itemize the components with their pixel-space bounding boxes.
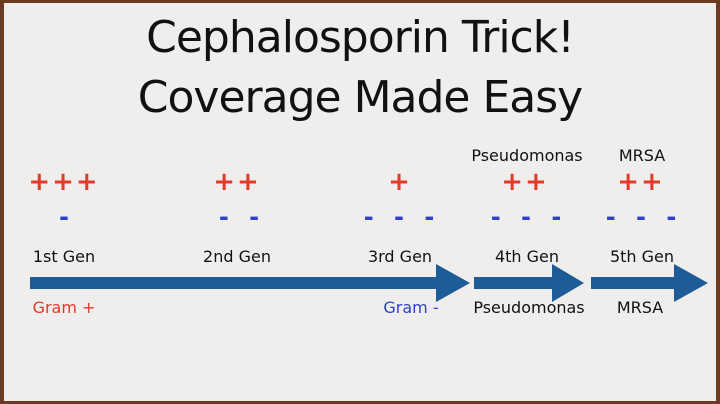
gram-neg-1st: - [59, 203, 75, 231]
arrow-1st-to-3rd [30, 264, 470, 302]
gen-label-2nd: 2nd Gen [203, 247, 271, 266]
gram-neg-3rd: - - - [363, 203, 441, 231]
title-line-2: Coverage Made Easy [137, 72, 583, 123]
gram-pos-2nd: ++ [213, 167, 261, 197]
arrow-5th [591, 264, 708, 302]
gram-positive-label: Gram + [32, 298, 96, 317]
slide: Cephalosporin Trick! Coverage Made Easy … [4, 3, 716, 401]
gen-label-4th: 4th Gen [494, 247, 560, 266]
arrow-4th [474, 264, 584, 302]
gram-pos-4th: ++ [501, 167, 549, 197]
title-line-1: Cephalosporin Trick! [146, 12, 575, 63]
gen-label-1st: 1st Gen [32, 247, 96, 266]
gen-label-3rd: 3rd Gen [367, 247, 433, 266]
gram-neg-4th: - - - [490, 203, 568, 231]
top-label-pseudomonas: Pseudomonas [471, 146, 583, 165]
gen-label-5th: 5th Gen [609, 247, 675, 266]
gram-neg-2nd: - - [218, 203, 266, 231]
gram-neg-5th: - - - [605, 203, 683, 231]
arrows [30, 264, 708, 302]
top-label-mrsa: MRSA [618, 146, 666, 165]
gram-pos-3rd: + [388, 167, 412, 197]
bottom-label-mrsa: MRSA [616, 298, 664, 317]
gram-negative-label: Gram - [383, 298, 439, 317]
gram-pos-5th: ++ [617, 167, 665, 197]
gram-pos-1st: +++ [28, 167, 100, 197]
bottom-label-pseudomonas: Pseudomonas [473, 298, 585, 317]
